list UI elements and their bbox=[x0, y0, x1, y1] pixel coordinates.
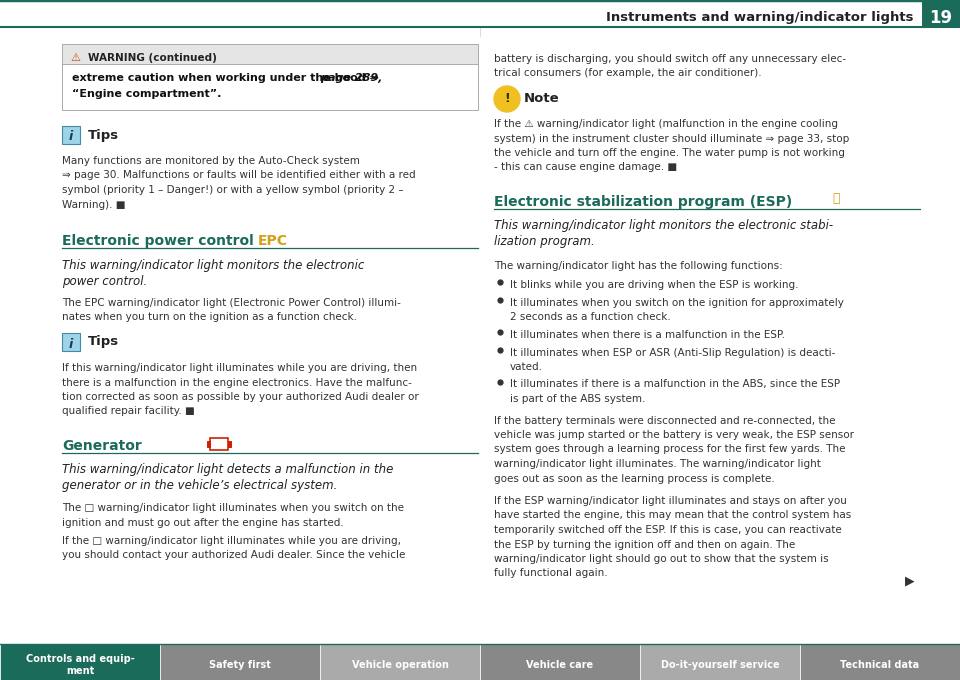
Text: If the □ warning/indicator light illuminates while you are driving,: If the □ warning/indicator light illumin… bbox=[62, 536, 401, 546]
Text: This warning/indicator light monitors the electronic stabi-: This warning/indicator light monitors th… bbox=[494, 220, 833, 233]
Text: ⚠: ⚠ bbox=[70, 53, 80, 63]
Text: Controls and equip-
ment: Controls and equip- ment bbox=[26, 654, 134, 676]
Text: It illuminates when ESP or ASR (Anti-Slip Regulation) is deacti-: It illuminates when ESP or ASR (Anti-Sli… bbox=[510, 347, 835, 358]
Text: This warning/indicator light monitors the electronic: This warning/indicator light monitors th… bbox=[62, 258, 365, 271]
Text: is part of the ABS system.: is part of the ABS system. bbox=[510, 394, 645, 403]
Circle shape bbox=[494, 86, 520, 112]
Text: “Engine compartment”.: “Engine compartment”. bbox=[72, 89, 222, 99]
Bar bbox=[207, 441, 210, 447]
Text: i: i bbox=[69, 337, 73, 350]
Text: the ESP by turning the ignition off and then on again. The: the ESP by turning the ignition off and … bbox=[494, 539, 795, 549]
Bar bbox=[62, 333, 80, 351]
Text: there is a malfunction in the engine electronics. Have the malfunc-: there is a malfunction in the engine ele… bbox=[62, 377, 412, 388]
Text: temporarily switched off the ESP. If this is case, you can reactivate: temporarily switched off the ESP. If thi… bbox=[494, 525, 842, 535]
Text: warning/indicator light illuminates. The warning/indicator light: warning/indicator light illuminates. The… bbox=[494, 459, 821, 469]
Text: ▶: ▶ bbox=[905, 575, 915, 588]
Text: The warning/indicator light has the following functions:: The warning/indicator light has the foll… bbox=[494, 261, 782, 271]
Text: Electronic stabilization program (ESP): Electronic stabilization program (ESP) bbox=[494, 195, 792, 209]
Text: If this warning/indicator light illuminates while you are driving, then: If this warning/indicator light illumina… bbox=[62, 363, 418, 373]
Text: power control.: power control. bbox=[62, 275, 147, 288]
Text: generator or in the vehicle’s electrical system.: generator or in the vehicle’s electrical… bbox=[62, 479, 337, 492]
Text: Vehicle care: Vehicle care bbox=[526, 660, 593, 670]
Text: trical consumers (for example, the air conditioner).: trical consumers (for example, the air c… bbox=[494, 69, 761, 78]
Text: Generator: Generator bbox=[62, 439, 142, 453]
Text: vehicle was jump started or the battery is very weak, the ESP sensor: vehicle was jump started or the battery … bbox=[494, 430, 854, 440]
Text: Safety first: Safety first bbox=[209, 660, 271, 670]
Text: It illuminates when there is a malfunction in the ESP.: It illuminates when there is a malfuncti… bbox=[510, 330, 785, 339]
Bar bbox=[62, 64, 478, 110]
Text: tion corrected as soon as possible by your authorized Audi dealer or: tion corrected as soon as possible by yo… bbox=[62, 392, 419, 402]
Text: ⇒ page 30. Malfunctions or faults will be identified either with a red: ⇒ page 30. Malfunctions or faults will b… bbox=[62, 171, 416, 180]
Text: fully functional again.: fully functional again. bbox=[494, 568, 608, 579]
Text: ignition and must go out after the engine has started.: ignition and must go out after the engin… bbox=[62, 517, 344, 528]
Text: This warning/indicator light detects a malfunction in the: This warning/indicator light detects a m… bbox=[62, 464, 394, 477]
Text: The EPC warning/indicator light (Electronic Power Control) illumi-: The EPC warning/indicator light (Electro… bbox=[62, 298, 401, 308]
Bar bbox=[800, 644, 960, 680]
Text: vated.: vated. bbox=[510, 362, 543, 371]
Text: the vehicle and turn off the engine. The water pump is not working: the vehicle and turn off the engine. The… bbox=[494, 148, 845, 158]
Text: It illuminates when you switch on the ignition for approximately: It illuminates when you switch on the ig… bbox=[510, 298, 844, 307]
Bar bbox=[320, 644, 480, 680]
Text: battery is discharging, you should switch off any unnecessary elec-: battery is discharging, you should switc… bbox=[494, 54, 846, 64]
Bar bbox=[922, 1, 960, 26]
Text: symbol (priority 1 – Danger!) or with a yellow symbol (priority 2 –: symbol (priority 1 – Danger!) or with a … bbox=[62, 185, 403, 195]
Text: extreme caution when working under the hood ⇒: extreme caution when working under the h… bbox=[72, 73, 383, 83]
Bar bbox=[0, 644, 160, 680]
Text: nates when you turn on the ignition as a function check.: nates when you turn on the ignition as a… bbox=[62, 313, 357, 322]
Text: 2 seconds as a function check.: 2 seconds as a function check. bbox=[510, 311, 671, 322]
Text: The □ warning/indicator light illuminates when you switch on the: The □ warning/indicator light illuminate… bbox=[62, 503, 404, 513]
Text: lization program.: lization program. bbox=[494, 235, 595, 248]
Text: Vehicle operation: Vehicle operation bbox=[351, 660, 448, 670]
Text: ⛹: ⛹ bbox=[832, 192, 839, 205]
Bar bbox=[62, 126, 80, 144]
Text: - this can cause engine damage. ■: - this can cause engine damage. ■ bbox=[494, 163, 677, 173]
Bar bbox=[640, 644, 800, 680]
Text: EPC: EPC bbox=[258, 234, 288, 248]
Text: If the ESP warning/indicator light illuminates and stays on after you: If the ESP warning/indicator light illum… bbox=[494, 496, 847, 506]
Text: !: ! bbox=[504, 92, 510, 105]
Text: Instruments and warning/indicator lights: Instruments and warning/indicator lights bbox=[607, 12, 914, 24]
Text: 19: 19 bbox=[929, 9, 952, 27]
Text: system goes through a learning process for the first few yards. The: system goes through a learning process f… bbox=[494, 445, 846, 454]
Bar bbox=[480, 644, 640, 680]
Text: warning/indicator light should go out to show that the system is: warning/indicator light should go out to… bbox=[494, 554, 828, 564]
Text: Do-it-yourself service: Do-it-yourself service bbox=[660, 660, 780, 670]
Text: qualified repair facility. ■: qualified repair facility. ■ bbox=[62, 407, 195, 416]
Text: you should contact your authorized Audi dealer. Since the vehicle: you should contact your authorized Audi … bbox=[62, 551, 405, 560]
Bar bbox=[228, 441, 231, 447]
Text: Tips: Tips bbox=[88, 335, 119, 348]
Text: Warning). ■: Warning). ■ bbox=[62, 199, 126, 209]
Text: Technical data: Technical data bbox=[840, 660, 920, 670]
Text: If the ⚠ warning/indicator light (malfunction in the engine cooling: If the ⚠ warning/indicator light (malfun… bbox=[494, 119, 838, 129]
Text: WARNING (continued): WARNING (continued) bbox=[88, 53, 217, 63]
Text: system) in the instrument cluster should illuminate ⇒ page 33, stop: system) in the instrument cluster should… bbox=[494, 133, 850, 143]
Bar bbox=[62, 44, 478, 64]
Text: i: i bbox=[69, 131, 73, 143]
Bar bbox=[210, 438, 228, 450]
Text: It blinks while you are driving when the ESP is working.: It blinks while you are driving when the… bbox=[510, 279, 799, 290]
Text: Many functions are monitored by the Auto-Check system: Many functions are monitored by the Auto… bbox=[62, 156, 360, 166]
Text: If the battery terminals were disconnected and re-connected, the: If the battery terminals were disconnect… bbox=[494, 415, 835, 426]
Text: Tips: Tips bbox=[88, 129, 119, 141]
Text: It illuminates if there is a malfunction in the ABS, since the ESP: It illuminates if there is a malfunction… bbox=[510, 379, 840, 390]
Bar bbox=[160, 644, 320, 680]
Text: Note: Note bbox=[524, 92, 560, 105]
Text: page 289,: page 289, bbox=[320, 73, 382, 83]
Text: goes out as soon as the learning process is complete.: goes out as soon as the learning process… bbox=[494, 473, 775, 483]
Text: Electronic power control: Electronic power control bbox=[62, 234, 258, 248]
Text: have started the engine, this may mean that the control system has: have started the engine, this may mean t… bbox=[494, 511, 852, 520]
